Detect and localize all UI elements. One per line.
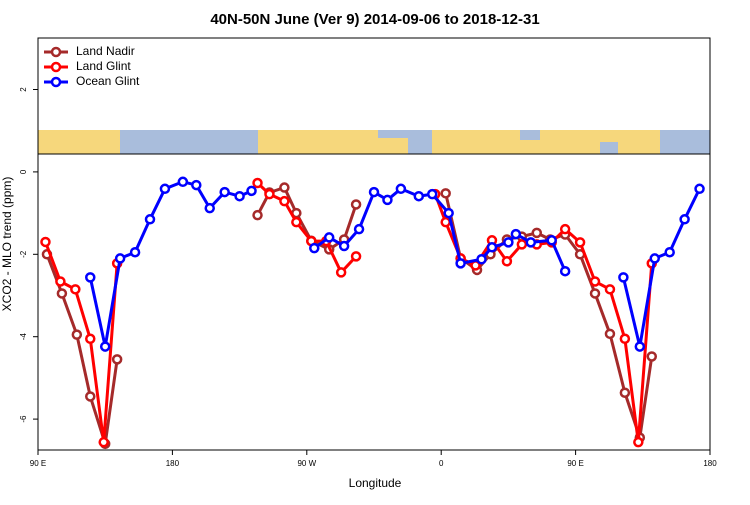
data-point <box>71 329 83 340</box>
data-point <box>368 186 380 198</box>
data-point <box>634 341 646 352</box>
map-strip <box>38 130 710 155</box>
data-point <box>486 242 498 253</box>
x-tick-label: 90 E <box>30 459 46 468</box>
x-axis-label: Longitude <box>349 476 402 490</box>
data-point <box>589 276 601 287</box>
x-tick-label: 180 <box>703 459 717 468</box>
data-point <box>531 227 543 239</box>
data-point <box>56 288 68 299</box>
data-point <box>646 351 658 362</box>
data-point <box>279 182 290 193</box>
data-point <box>413 190 425 202</box>
chart-title: 40N-50N June (Ver 9) 2014-09-06 to 2018-… <box>210 11 539 28</box>
data-point <box>204 202 215 214</box>
data-point <box>426 188 438 200</box>
data-point <box>510 228 522 240</box>
legend-label: Land Glint <box>76 59 131 73</box>
y-tick-label: -2 <box>19 250 28 258</box>
data-point <box>503 237 514 248</box>
data-point <box>219 186 230 198</box>
data-point <box>159 183 171 195</box>
series-line <box>88 180 701 349</box>
data-point <box>144 214 156 225</box>
data-point <box>694 183 705 195</box>
data-point <box>129 246 141 258</box>
data-point <box>679 214 690 225</box>
data-point <box>85 391 96 402</box>
data-point <box>99 341 111 352</box>
data-point <box>353 223 365 235</box>
data-point <box>633 436 644 448</box>
data-point <box>279 195 290 207</box>
data-point <box>546 235 557 246</box>
data-point <box>111 354 123 365</box>
data-point <box>619 387 631 398</box>
legend-label: Ocean Glint <box>76 74 140 88</box>
data-point <box>234 190 245 202</box>
data-point <box>177 176 189 188</box>
data-point <box>382 194 393 206</box>
data-point <box>350 199 362 210</box>
data-point <box>443 207 454 219</box>
legend-marker <box>50 46 62 58</box>
data-point <box>501 256 513 267</box>
data-point <box>619 333 631 345</box>
data-point <box>440 216 451 228</box>
data-point <box>395 183 407 195</box>
x-tick-label: 0 <box>439 459 444 468</box>
data-point <box>264 188 275 200</box>
data-point <box>98 436 109 448</box>
data-point <box>338 240 350 252</box>
legend-label: Land Nadir <box>76 44 135 58</box>
data-point <box>291 216 302 228</box>
legend-marker <box>50 76 62 88</box>
y-axis-label: XCO2 - MLO trend (ppm) <box>0 177 14 312</box>
data-point <box>604 284 616 295</box>
x-tick-label: 180 <box>166 459 180 468</box>
y-tick-label: -4 <box>19 333 28 341</box>
data-point <box>604 328 616 340</box>
y-tick-label: -6 <box>19 415 28 423</box>
data-point <box>114 253 126 264</box>
data-point <box>574 237 586 248</box>
data-point <box>440 188 451 199</box>
data-point <box>85 272 96 283</box>
data-point <box>191 179 202 191</box>
data-point <box>664 246 675 258</box>
data-point <box>309 242 320 254</box>
y-tick-label: 0 <box>19 169 28 174</box>
x-tick-label: 90 W <box>297 459 316 468</box>
data-point <box>350 251 362 262</box>
data-point <box>516 239 528 250</box>
data-point <box>559 265 571 277</box>
data-point <box>618 272 629 283</box>
data-point <box>335 267 347 278</box>
data-point <box>559 223 571 235</box>
data-point <box>252 209 263 221</box>
legend-marker <box>50 61 62 73</box>
data-point <box>323 232 335 243</box>
x-tick-label: 90 E <box>567 459 583 468</box>
data-point <box>85 333 96 345</box>
data-point <box>246 185 257 197</box>
data-point <box>455 258 466 269</box>
data-point <box>70 284 81 295</box>
data-point <box>476 253 487 265</box>
data-point <box>40 236 51 248</box>
y-tick-label: 2 <box>19 87 28 92</box>
data-point <box>55 276 66 287</box>
data-point <box>649 253 660 264</box>
data-point <box>252 177 263 189</box>
data-point <box>589 288 601 299</box>
data-point <box>525 237 537 248</box>
plot-frame <box>37 37 711 451</box>
